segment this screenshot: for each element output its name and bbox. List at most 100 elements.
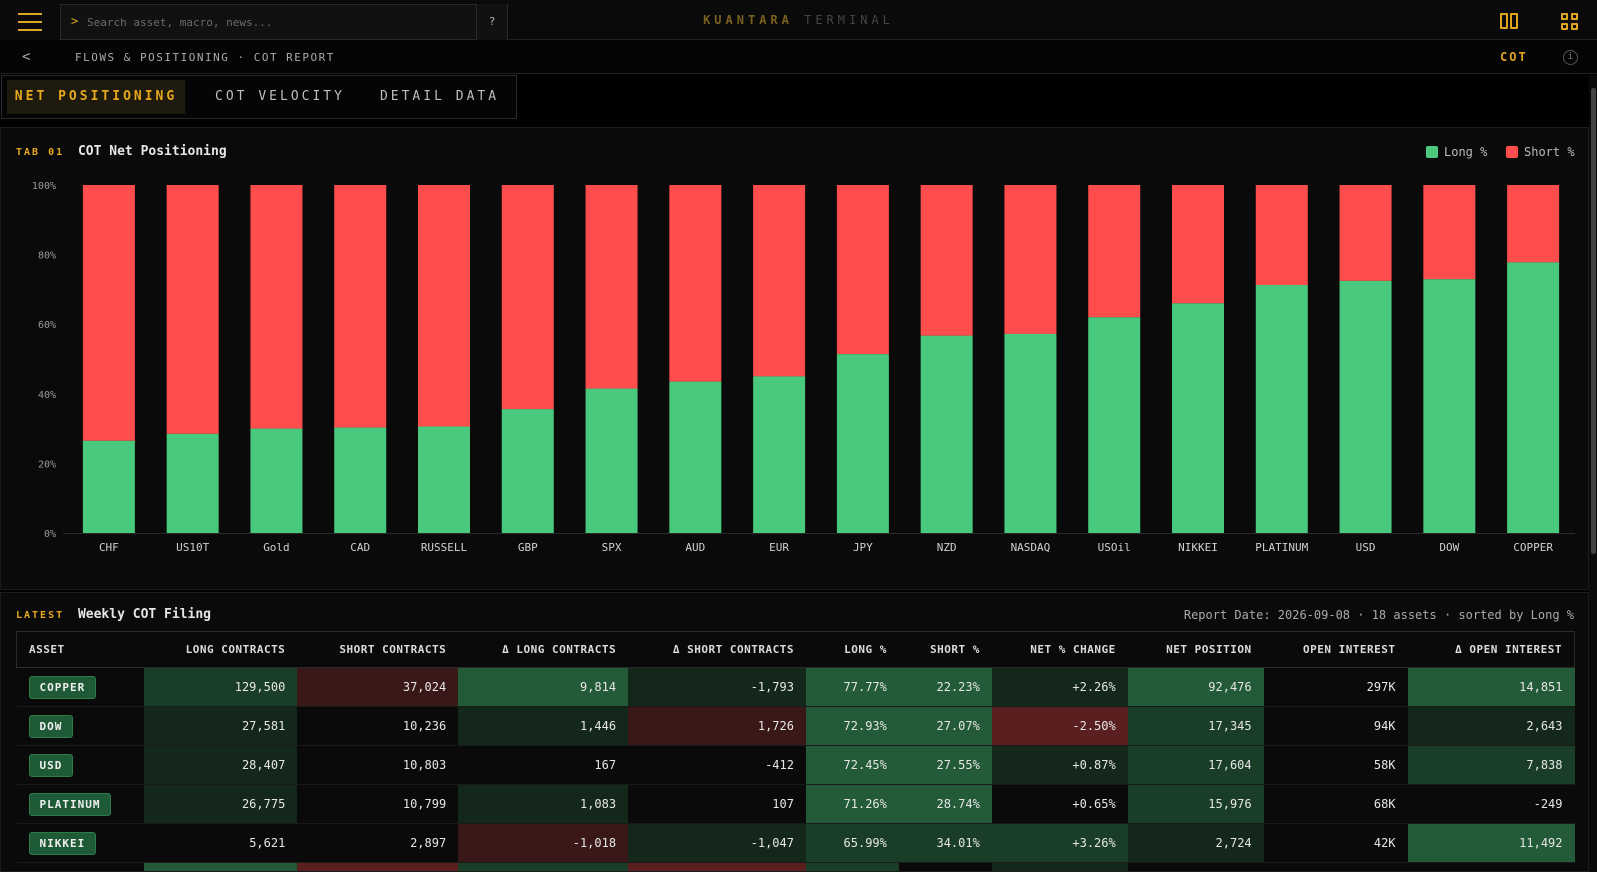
bar-short[interactable]	[836, 185, 889, 355]
bar-long[interactable]	[1339, 280, 1392, 533]
bar-short[interactable]	[1339, 185, 1392, 281]
legend-short-swatch	[1506, 146, 1518, 158]
table-cell: 129,500	[144, 667, 298, 707]
table-cell	[1407, 862, 1575, 871]
search-box[interactable]: >	[60, 4, 508, 40]
table-cell: 37,024	[297, 667, 459, 707]
table-cell: 2,897	[297, 823, 459, 863]
table-row[interactable]: PLATINUM 26,775 10,799 1,083 107 71.26% 28.74%…	[16, 784, 1575, 824]
table-row[interactable]: NIKKEI 5,621 2,897 -1,018 -1,047 65.99% 34.01%…	[16, 823, 1575, 863]
table-cell: -1,018	[458, 823, 629, 863]
bar-short[interactable]	[166, 185, 219, 434]
report-meta: Report Date: 2026-09-08 · 18 assets · so…	[1183, 608, 1574, 622]
tab-detail-data[interactable]: DETAIL DATA	[379, 89, 500, 104]
column-header[interactable]: SHORT CONTRACTS	[297, 631, 459, 668]
bar-long[interactable]	[1507, 262, 1560, 533]
bar-short[interactable]	[1004, 185, 1057, 334]
asset-chip[interactable]: USD	[28, 753, 74, 777]
bar-long[interactable]	[753, 376, 806, 533]
table-cell: 22.23%	[898, 667, 992, 707]
table-cell: 28.74%	[898, 784, 992, 824]
column-header[interactable]: Δ OPEN INTEREST	[1407, 631, 1575, 668]
bar-short[interactable]	[82, 185, 135, 441]
help-button[interactable]: ?	[476, 4, 508, 40]
bar-short[interactable]	[753, 185, 806, 377]
column-header[interactable]: NET POSITION	[1127, 631, 1264, 668]
bar-short[interactable]	[585, 185, 638, 389]
bar-short[interactable]	[1255, 185, 1308, 286]
asset-chip[interactable]: NIKKEI	[28, 831, 97, 855]
bar-long[interactable]	[836, 354, 889, 533]
info-icon[interactable]: i	[1563, 50, 1578, 65]
split-view-icon[interactable]	[1500, 13, 1519, 29]
table-cell: 27.07%	[898, 706, 992, 746]
bar-short[interactable]	[250, 185, 303, 429]
x-tick-label: NASDAQ	[1011, 541, 1051, 554]
bar-long[interactable]	[250, 428, 303, 533]
table-cell: 71.26%	[805, 784, 899, 824]
table-cell	[297, 862, 459, 871]
asset-chip[interactable]: DOW	[28, 714, 74, 738]
table-row[interactable]: COPPER 129,500 37,024 9,814 -1,793 77.77% 22.2…	[16, 667, 1575, 707]
bar-long[interactable]	[920, 335, 973, 533]
bar-long[interactable]	[1423, 279, 1476, 533]
column-header[interactable]: LONG CONTRACTS	[144, 631, 298, 668]
bar-long[interactable]	[1255, 285, 1308, 533]
bar-long[interactable]	[82, 440, 135, 533]
bar-long[interactable]	[1172, 303, 1224, 533]
table-row[interactable]: USD 28,407 10,803 167 -412 72.45% 27.55% +0.87%…	[16, 745, 1575, 785]
bar-short[interactable]	[501, 185, 554, 410]
bar-short[interactable]	[669, 185, 722, 382]
bar-long[interactable]	[334, 427, 387, 533]
cot-table: ASSET LONG CONTRACTS SHORT CONTRACTS Δ LONG…	[16, 631, 1575, 871]
bar-long[interactable]	[669, 381, 722, 533]
column-header[interactable]: OPEN INTEREST	[1263, 631, 1408, 668]
table-row[interactable]	[16, 862, 1575, 871]
tab-cot-velocity[interactable]: COT VELOCITY	[215, 89, 345, 104]
bar-short[interactable]	[1088, 185, 1141, 318]
bar-long[interactable]	[585, 388, 638, 533]
column-header[interactable]: Δ LONG CONTRACTS	[458, 631, 629, 668]
bar-short[interactable]	[334, 185, 387, 428]
asset-chip[interactable]: PLATINUM	[28, 792, 112, 816]
bar-short[interactable]	[1423, 185, 1476, 280]
table-cell	[898, 862, 992, 871]
grid-view-icon[interactable]	[1561, 13, 1579, 31]
x-tick-label: CAD	[350, 541, 370, 554]
table-cell: -249	[1407, 784, 1575, 824]
x-tick-label: PLATINUM	[1255, 541, 1308, 554]
chevron-left-icon[interactable]: <	[22, 49, 31, 65]
bar-short[interactable]	[920, 185, 973, 336]
x-tick-label: USOil	[1098, 541, 1131, 554]
x-tick-label: CHF	[99, 541, 119, 554]
asset-chip[interactable]: COPPER	[28, 675, 97, 699]
bar-long[interactable]	[166, 433, 219, 533]
tab-bar: NET POSITIONING COT VELOCITY DETAIL DATA	[1, 75, 517, 119]
bar-short[interactable]	[1507, 185, 1560, 263]
table-title: Weekly COT Filing	[77, 607, 212, 622]
column-header[interactable]: ASSET	[16, 631, 145, 668]
chart-panel: TAB 01 COT Net Positioning Long % Short …	[0, 127, 1589, 590]
column-header[interactable]: LONG %	[805, 631, 899, 668]
table-cell: 10,236	[297, 706, 459, 746]
asset-cell: PLATINUM	[16, 784, 145, 824]
menu-icon[interactable]	[0, 4, 60, 40]
legend-short-label: Short %	[1524, 145, 1575, 159]
bar-short[interactable]	[1172, 185, 1224, 304]
bar-long[interactable]	[501, 409, 554, 533]
tab-net-positioning[interactable]: NET POSITIONING	[7, 80, 185, 114]
table-cell: 15,976	[1127, 784, 1264, 824]
table-cell: 68K	[1263, 784, 1408, 824]
column-header[interactable]: NET % CHANGE	[991, 631, 1128, 668]
table-row[interactable]: DOW 27,581 10,236 1,446 1,726 72.93% 27.07% -2.…	[16, 706, 1575, 746]
search-input[interactable]	[87, 13, 467, 31]
bar-long[interactable]	[418, 426, 470, 533]
column-header[interactable]: Δ SHORT CONTRACTS	[628, 631, 806, 668]
legend-short: Short %	[1506, 145, 1575, 159]
bar-long[interactable]	[1004, 333, 1057, 533]
table-cell: 1,726	[628, 706, 806, 746]
scrollbar-thumb[interactable]	[1591, 88, 1596, 554]
column-header[interactable]: SHORT %	[898, 631, 992, 668]
bar-short[interactable]	[418, 185, 470, 427]
bar-long[interactable]	[1088, 317, 1141, 533]
